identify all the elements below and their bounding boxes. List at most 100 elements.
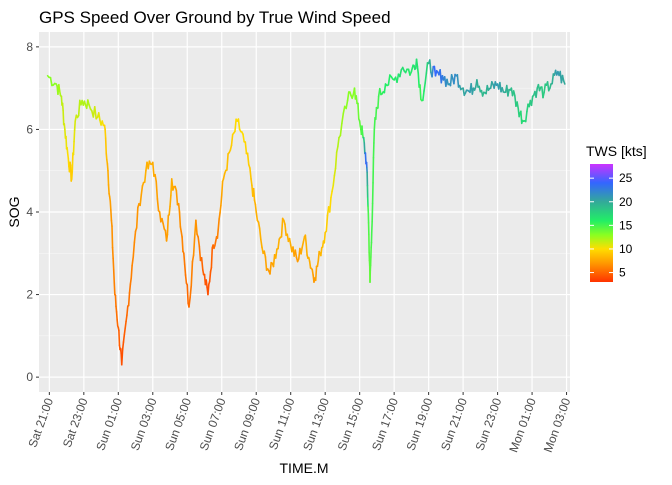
x-tick-label: Sat 21:00 <box>25 396 56 449</box>
sog-segment <box>140 195 141 206</box>
sog-segment <box>544 84 545 92</box>
sog-segment <box>170 195 171 206</box>
sog-segment <box>72 170 73 179</box>
sog-segment <box>508 90 509 96</box>
sog-segment <box>75 121 76 130</box>
sog-segment <box>221 195 222 206</box>
sog-segment <box>123 335 124 342</box>
legend-tick-label: 20 <box>619 195 633 209</box>
x-tick-label: Mon 01:00 <box>506 396 539 454</box>
sog-segment <box>107 164 108 171</box>
legend-tick-label: 10 <box>619 242 633 256</box>
sog-segment <box>74 130 75 142</box>
sog-segment <box>358 103 359 118</box>
x-tick-label: Sun 01:00 <box>93 396 125 453</box>
sog-segment <box>331 191 332 197</box>
x-tick-label: Sun 03:00 <box>128 396 160 453</box>
y-tick-label: 6 <box>26 122 33 136</box>
sog-segment <box>163 224 164 229</box>
sog-segment <box>192 255 193 262</box>
sog-segment <box>310 262 311 268</box>
sog-segment <box>179 204 180 212</box>
sog-segment <box>380 89 381 95</box>
sog-segment <box>305 235 306 244</box>
sog-segment <box>376 108 377 119</box>
sog-segment <box>68 158 69 166</box>
sog-segment <box>59 85 60 91</box>
sog-segment <box>232 135 233 146</box>
sog-segment <box>238 119 239 129</box>
sog-segment <box>424 83 425 91</box>
sog-segment <box>186 275 187 283</box>
sog-segment <box>63 103 64 110</box>
sog-segment <box>187 285 188 303</box>
sog-segment <box>517 102 518 109</box>
sog-segment <box>264 251 265 257</box>
sog-segment <box>130 284 131 293</box>
sog-segment <box>220 206 221 213</box>
sog-segment <box>189 297 190 307</box>
sog-segment <box>425 73 426 83</box>
x-tick-label: Sat 23:00 <box>60 396 91 449</box>
sog-segment <box>182 237 183 251</box>
sog-segment <box>119 330 120 345</box>
sog-segment <box>432 67 433 77</box>
sog-segment <box>222 181 223 195</box>
x-tick-label: Sun 15:00 <box>335 396 367 453</box>
sog-segment <box>110 201 111 210</box>
sog-segment <box>454 75 455 84</box>
x-tick-label: Sun 13:00 <box>300 396 332 453</box>
sog-segment <box>73 142 74 155</box>
sog-segment <box>254 189 255 201</box>
sog-segment <box>66 137 67 149</box>
sog-segment <box>219 213 220 219</box>
sog-segment <box>223 174 224 179</box>
sog-segment <box>364 138 365 143</box>
sog-segment <box>117 320 118 326</box>
sog-segment <box>418 74 419 87</box>
x-tick-label: Sun 09:00 <box>231 396 263 453</box>
x-tick-label: Sun 11:00 <box>266 396 298 452</box>
sog-segment <box>72 153 73 170</box>
sog-segment <box>206 280 207 287</box>
sog-segment <box>115 295 116 306</box>
sog-segment <box>117 312 118 320</box>
sog-segment <box>348 92 349 101</box>
sog-segment <box>338 138 339 147</box>
sog-segment <box>251 179 252 185</box>
legend-tick-label: 15 <box>619 218 633 232</box>
sog-segment <box>185 264 186 275</box>
sog-segment <box>114 270 115 283</box>
sog-segment <box>105 129 106 138</box>
sog-segment <box>99 113 100 120</box>
sog-segment <box>306 244 307 255</box>
sog-segment <box>261 239 262 247</box>
sog-segment <box>564 81 565 84</box>
legend-tick-label: 25 <box>619 171 633 185</box>
sog-segment <box>106 153 107 159</box>
sog-segment <box>208 284 209 294</box>
sog-segment <box>211 248 212 268</box>
sog-segment <box>334 168 335 175</box>
x-tick-label: Mon 03:00 <box>541 396 574 454</box>
sog-segment <box>114 283 115 295</box>
sog-segment <box>324 233 325 243</box>
sog-segment <box>301 247 302 254</box>
x-tick-label: Sun 23:00 <box>473 396 505 453</box>
sog-segment <box>255 204 256 212</box>
sog-segment <box>131 266 132 278</box>
sog-segment <box>111 220 112 226</box>
sog-segment <box>198 237 199 246</box>
sog-segment <box>127 306 128 315</box>
sog-segment <box>417 59 418 66</box>
sog-segment <box>67 148 68 154</box>
sog-segment <box>113 258 114 270</box>
sog-segment <box>317 261 318 267</box>
sog-segment <box>543 92 544 97</box>
sog-segment <box>180 212 181 227</box>
sog-segment <box>256 212 257 220</box>
sog-segment <box>337 147 338 152</box>
